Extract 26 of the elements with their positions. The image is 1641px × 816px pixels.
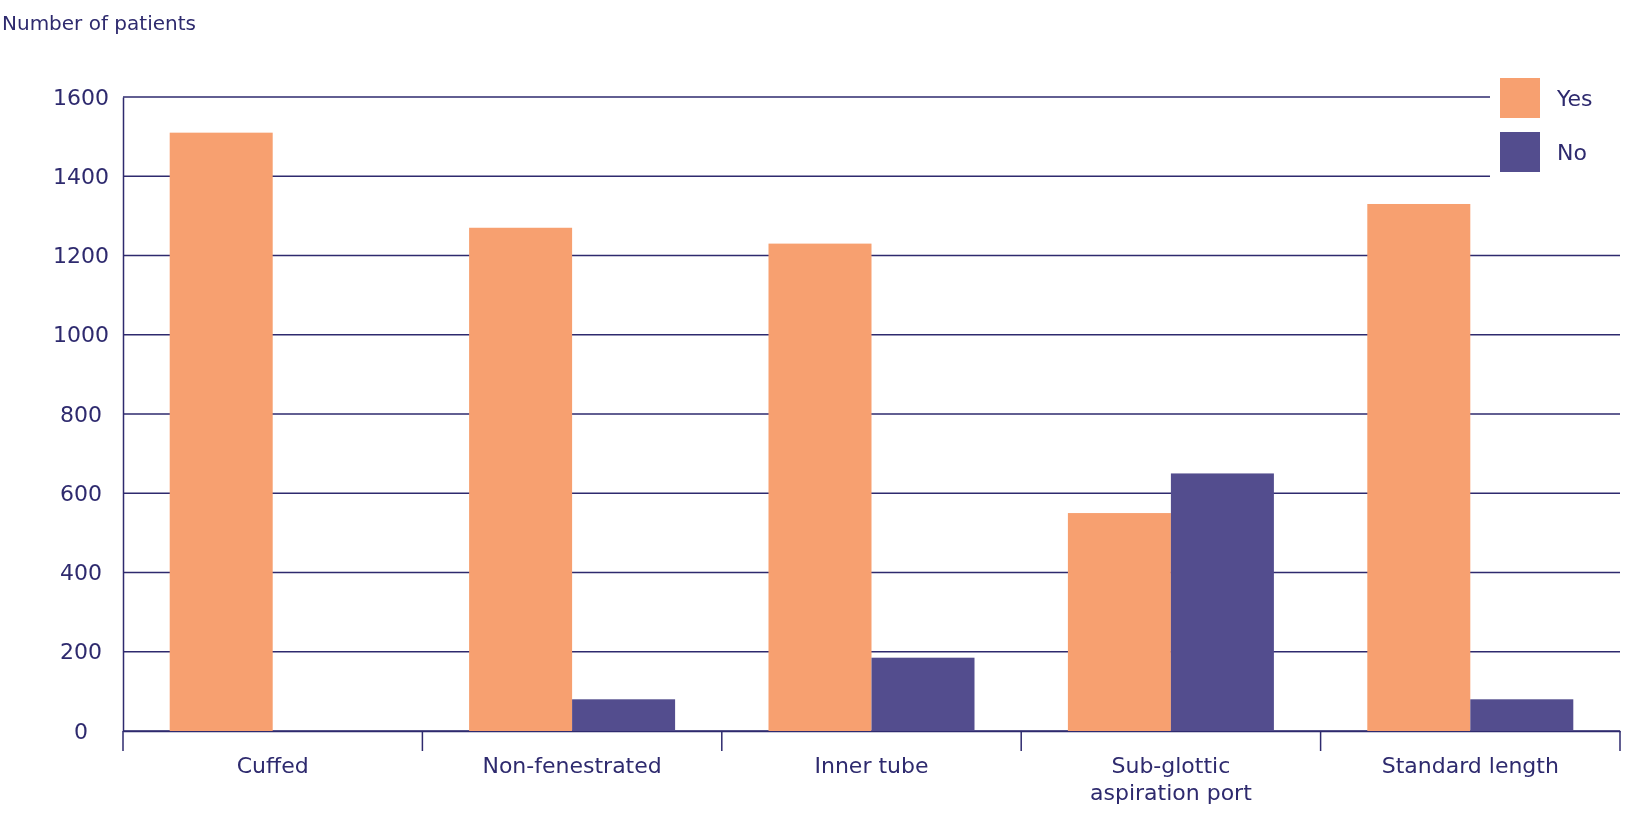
y-tick-label: 400 — [60, 560, 102, 586]
bar — [572, 699, 676, 731]
bar — [169, 132, 273, 731]
y-tick-label: 1000 — [53, 322, 109, 348]
y-tick-label: 800 — [60, 401, 102, 427]
legend-label: No — [1557, 140, 1587, 165]
x-tick-label: Standard length — [1381, 753, 1559, 778]
bar — [1067, 513, 1171, 731]
x-tick-label: Sub-glottic aspiration port — [1090, 753, 1253, 805]
y-axis-title: Number of patients — [2, 11, 196, 35]
y-tick-label: 200 — [60, 639, 102, 665]
bar — [1367, 203, 1471, 731]
y-tick-label: 1400 — [53, 163, 109, 189]
bar — [871, 657, 975, 731]
legend-label: Yes — [1556, 86, 1593, 111]
x-tick-label: Cuffed — [236, 753, 309, 778]
y-tick-label: 1600 — [53, 84, 109, 110]
bar — [1470, 699, 1574, 731]
x-tick-label: Non-fenestrated — [482, 753, 662, 778]
y-tick-label: 1200 — [53, 243, 109, 269]
x-tick-label: Inner tube — [814, 753, 929, 778]
bar — [768, 243, 872, 731]
y-tick-label: 0 — [74, 718, 88, 744]
bar — [469, 227, 573, 731]
bar — [1170, 473, 1274, 731]
y-tick-label: 600 — [60, 480, 102, 506]
